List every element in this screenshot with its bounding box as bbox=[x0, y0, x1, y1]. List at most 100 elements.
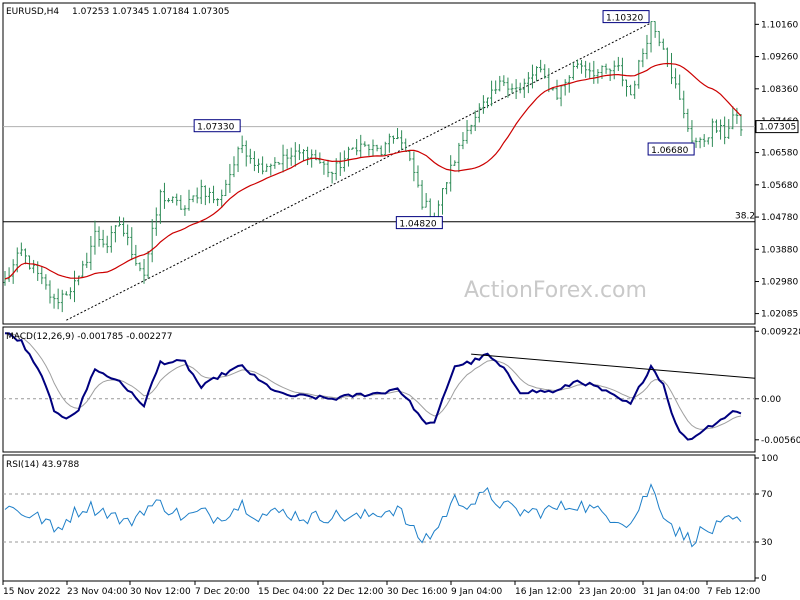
price-annotation: 1.06680 bbox=[647, 142, 695, 156]
candle bbox=[334, 158, 338, 181]
candle bbox=[44, 274, 48, 290]
candle bbox=[236, 146, 240, 173]
x-label: 15 Nov 2022 bbox=[3, 587, 61, 597]
price-panel-frame bbox=[2, 2, 756, 325]
candle bbox=[686, 108, 690, 132]
annotation-text: 1.07330 bbox=[197, 123, 234, 133]
candle bbox=[502, 75, 506, 87]
rsi-panel-title: RSI(14) 43.9788 bbox=[6, 460, 79, 470]
candle bbox=[371, 139, 375, 157]
candle bbox=[412, 151, 416, 182]
candle bbox=[723, 116, 727, 145]
candle bbox=[555, 79, 559, 100]
annotation-text: 1.04820 bbox=[399, 220, 436, 230]
x-label: 23 Nov 04:00 bbox=[67, 587, 128, 597]
candle bbox=[351, 147, 355, 150]
x-label: 30 Nov 12:00 bbox=[130, 587, 191, 597]
candle bbox=[306, 146, 310, 166]
candle bbox=[273, 157, 277, 169]
fib-38-label: 38.2 bbox=[735, 212, 755, 222]
candle bbox=[105, 235, 109, 254]
price-y-label: 1.02085 bbox=[761, 310, 798, 320]
candle bbox=[191, 195, 195, 203]
candle bbox=[330, 171, 334, 184]
price-y-label: 1.08360 bbox=[761, 85, 798, 95]
annotation-box bbox=[193, 119, 241, 133]
x-label: 22 Dec 12:00 bbox=[323, 587, 384, 597]
candle bbox=[719, 119, 723, 140]
candle bbox=[592, 60, 596, 84]
annotation-box bbox=[602, 10, 650, 24]
candle bbox=[481, 95, 485, 114]
macd-panel-frame bbox=[2, 326, 756, 453]
candle bbox=[171, 196, 175, 204]
candle bbox=[252, 151, 256, 172]
candle bbox=[228, 163, 232, 193]
candle bbox=[563, 79, 567, 96]
candle bbox=[408, 150, 412, 162]
watermark: ActionForex.com bbox=[464, 278, 647, 303]
candle bbox=[326, 159, 330, 178]
candle bbox=[649, 21, 653, 53]
candle bbox=[64, 291, 68, 296]
candle bbox=[391, 135, 395, 144]
rsi-y-label: 0 bbox=[761, 574, 767, 584]
macd-line bbox=[4, 332, 742, 441]
candle bbox=[571, 62, 575, 80]
x-label: 7 Feb 12:00 bbox=[707, 587, 761, 597]
candle bbox=[543, 64, 547, 79]
rsi-line bbox=[4, 483, 742, 548]
candle bbox=[355, 139, 359, 156]
annotation-text: 1.10320 bbox=[606, 14, 643, 24]
candle bbox=[269, 163, 273, 176]
moving-average-line bbox=[4, 62, 742, 280]
candle bbox=[588, 62, 592, 79]
candle bbox=[232, 156, 236, 178]
rsi-y-label: 30 bbox=[761, 538, 773, 548]
candle bbox=[645, 34, 649, 60]
candle bbox=[375, 144, 379, 152]
candle bbox=[281, 144, 285, 173]
candle bbox=[612, 60, 616, 80]
candle bbox=[530, 64, 534, 89]
candle bbox=[322, 160, 326, 175]
candle bbox=[150, 219, 154, 263]
candle bbox=[575, 59, 579, 69]
candle bbox=[682, 90, 686, 119]
candle bbox=[461, 132, 465, 150]
candle bbox=[248, 148, 252, 164]
candle bbox=[130, 227, 134, 261]
candle bbox=[522, 78, 526, 98]
candle bbox=[40, 266, 44, 285]
current-price-tag bbox=[755, 120, 799, 134]
candle bbox=[154, 207, 158, 236]
candle bbox=[142, 258, 146, 284]
candle bbox=[735, 107, 739, 124]
candle bbox=[297, 144, 301, 161]
candle bbox=[195, 187, 199, 204]
price-y-label: 1.05680 bbox=[761, 181, 798, 191]
candle bbox=[285, 148, 289, 169]
price-panel-title: EURUSD,H4 bbox=[6, 7, 59, 17]
candle bbox=[367, 144, 371, 156]
candle bbox=[257, 158, 261, 173]
candle bbox=[19, 242, 23, 257]
x-label: 15 Dec 04:00 bbox=[258, 587, 319, 597]
candle bbox=[203, 185, 207, 206]
candle bbox=[158, 189, 162, 224]
candle bbox=[289, 147, 293, 166]
price-annotation: 1.07330 bbox=[193, 119, 241, 133]
candle bbox=[714, 119, 718, 133]
candle bbox=[710, 118, 714, 147]
candle bbox=[318, 152, 322, 164]
candle bbox=[93, 220, 97, 255]
candle bbox=[117, 216, 121, 227]
candle bbox=[620, 57, 624, 87]
candle bbox=[11, 259, 15, 284]
price-y-label: 1.09260 bbox=[761, 53, 798, 63]
candle bbox=[727, 119, 731, 139]
macd-y-label: -0.005606 bbox=[761, 436, 800, 446]
candle bbox=[138, 262, 142, 272]
candle bbox=[477, 103, 481, 123]
candle bbox=[453, 160, 457, 166]
